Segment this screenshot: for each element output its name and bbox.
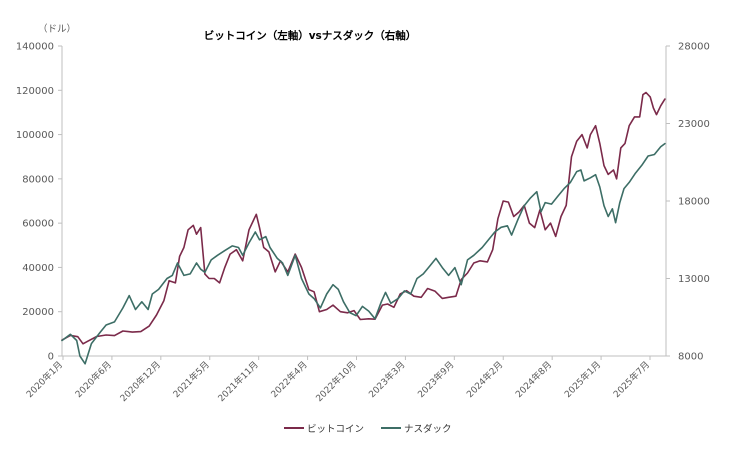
left-tick-label: 100000 bbox=[16, 130, 54, 141]
x-tick-label: 2024年2月 bbox=[464, 359, 505, 400]
legend: ビットコイン ナスダック bbox=[284, 423, 452, 435]
chart-title: ビットコイン（左軸）vsナスダック（右軸） bbox=[204, 29, 417, 42]
x-tick-label: 2022年10月 bbox=[313, 359, 359, 405]
left-tick-label: 0 bbox=[48, 352, 54, 363]
x-tick-label: 2025年7月 bbox=[611, 359, 652, 400]
series-group bbox=[61, 91, 666, 365]
left-tick-label: 60000 bbox=[22, 219, 54, 230]
x-tick-label: 2023年9月 bbox=[415, 359, 456, 400]
x-tick-label: 2020年12月 bbox=[117, 359, 163, 405]
x-tick-label: 2022年4月 bbox=[268, 359, 309, 400]
right-tick-label: 8000 bbox=[678, 352, 703, 363]
x-tick-label: 2023年3月 bbox=[366, 359, 407, 400]
series-line-nasdaq bbox=[61, 142, 666, 365]
left-tick-label: 120000 bbox=[16, 86, 54, 97]
series-line-bitcoin bbox=[61, 91, 666, 345]
right-axis-ticks: 8000 13000 18000 23000 28000 bbox=[666, 42, 710, 363]
x-tick-label: 2021年5月 bbox=[170, 359, 211, 400]
legend-label-nasdaq: ナスダック bbox=[404, 423, 452, 435]
right-tick-label: 18000 bbox=[678, 197, 710, 208]
left-tick-label: 140000 bbox=[16, 42, 54, 53]
right-tick-label: 28000 bbox=[678, 42, 710, 53]
x-tick-label: 2021年11月 bbox=[215, 359, 261, 405]
legend-label-bitcoin: ビットコイン bbox=[307, 424, 364, 435]
x-tick-label: 2025年1月 bbox=[562, 359, 603, 400]
left-tick-label: 20000 bbox=[22, 307, 54, 318]
left-tick-label: 80000 bbox=[22, 174, 54, 185]
right-tick-label: 23000 bbox=[678, 119, 710, 130]
left-tick-label: 40000 bbox=[22, 263, 54, 274]
left-axis-ticks: 0 20000 40000 60000 80000 100000 120000 140000 bbox=[16, 42, 62, 363]
x-tick-label: 2020年6月 bbox=[73, 359, 114, 400]
right-tick-label: 13000 bbox=[678, 274, 710, 285]
x-tick-label: 2024年8月 bbox=[513, 359, 554, 400]
x-axis-ticks: 2020年1月 2020年6月 2020年12月 2021年5月 2021年11月 202… bbox=[24, 356, 652, 404]
left-axis-unit: （ドル） bbox=[38, 23, 76, 35]
x-tick-label: 2020年1月 bbox=[24, 359, 65, 400]
